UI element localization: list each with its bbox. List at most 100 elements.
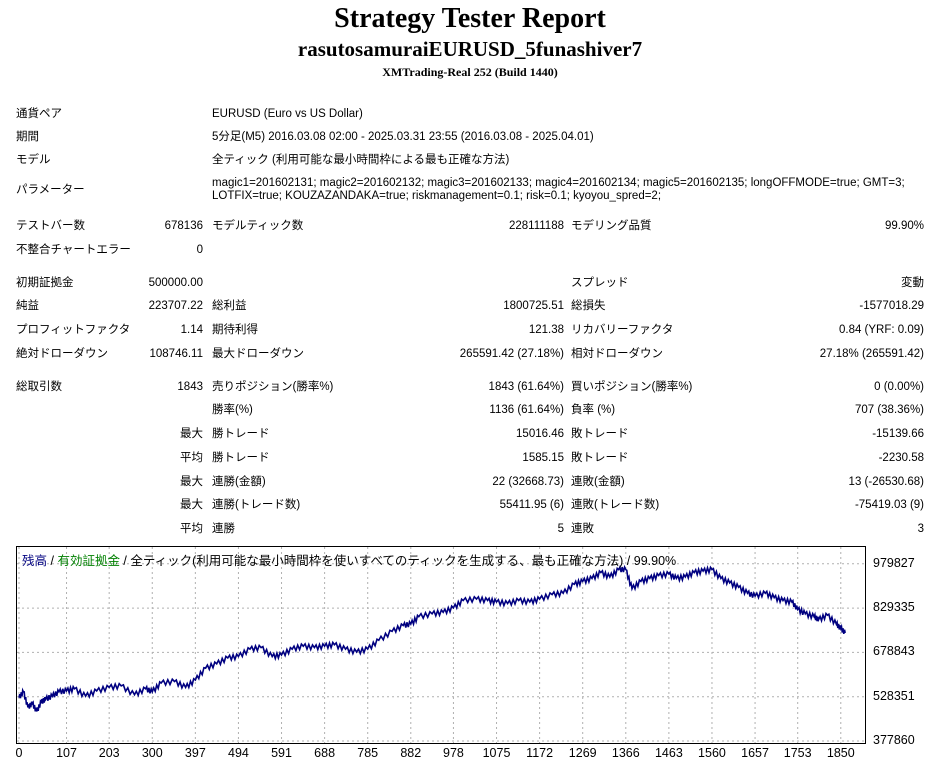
cons-wins-amt-value: 22 (32668.73) [492, 476, 564, 488]
long-value: 0 (0.00%) [874, 381, 924, 393]
winrate-label: 勝率(%) [212, 404, 253, 416]
deposit-label: 初期証拠金 [16, 277, 74, 289]
x-tick-label: 1075 [482, 746, 511, 760]
x-tick-label: 1657 [741, 746, 769, 760]
x-tick-label: 978 [443, 746, 464, 760]
recovery-label: リカバリーファクタ [571, 324, 674, 336]
ticks-label: モデルティック数 [212, 220, 304, 232]
model-value: 全ティック (利用可能な最小時間枠による最も正確な方法) [212, 154, 510, 166]
x-tick-label: 1463 [654, 746, 683, 760]
spread-label: スプレッド [571, 277, 629, 289]
expected-value: 121.38 [528, 324, 564, 336]
report-build: XMTrading-Real 252 (Build 1440) [382, 65, 558, 79]
avg-win-value: 1585.15 [522, 452, 564, 464]
gross-loss-value: -1577018.29 [859, 300, 924, 312]
report-subtitle: rasutosamuraiEURUSD_5funashiver7 [297, 37, 643, 61]
period-value: 5分足(M5) 2016.03.08 02:00 - 2025.03.31 23… [212, 131, 594, 143]
x-tick-label: 0 [15, 746, 23, 760]
rel-dd-value: 27.18% (265591.42) [819, 348, 924, 360]
rel-dd-label: 相対ドローダウン [571, 348, 663, 360]
gross-profit-label: 総利益 [212, 300, 247, 312]
cons-losses-amt-value: 13 (-26530.68) [848, 476, 924, 488]
pf-value: 1.14 [180, 324, 203, 336]
recovery-value: 0.84 (YRF: 0.09) [838, 324, 924, 336]
legend-balance: 残高 [22, 554, 48, 568]
x-tick-label: 1366 [611, 746, 640, 760]
max-prefix-2: 最大 [180, 476, 203, 488]
gross-loss-label: 総損失 [571, 300, 606, 312]
y-tick-label: 979827 [873, 555, 915, 570]
x-tick-label: 397 [184, 746, 206, 760]
report-title: Strategy Tester Report [334, 3, 606, 34]
cons-loss-value: -75419.03 (9) [854, 499, 924, 511]
balance-chart: 残高 / 有効証拠金 / 全ティック(利用可能な最小時間枠を使いすべてのティック… [16, 546, 866, 744]
x-tick-label: 688 [314, 746, 336, 760]
bars-label: テストバー数 [16, 220, 85, 232]
symbol-value: EURUSD (Euro vs US Dollar) [212, 108, 363, 120]
y-tick-label: 528351 [873, 688, 915, 703]
symbol-label: 通貨ペア [16, 108, 62, 120]
abs-dd-label: 絶対ドローダウン [16, 348, 108, 360]
mismatch-label: 不整合チャートエラー [16, 244, 131, 256]
legend-model: 全ティック(利用可能な最小時間枠を使いすべてのティックを生成する、最も正確な方法… [130, 554, 677, 568]
cons-losses-amt-label: 連敗(金額) [571, 476, 625, 488]
x-tick-label: 591 [271, 746, 292, 760]
y-tick-label: 829335 [873, 600, 915, 615]
spread-value: 変動 [901, 277, 924, 289]
cons-loss-label: 連敗(トレード数) [571, 499, 660, 511]
expected-label: 期待利得 [212, 324, 258, 336]
total-trades-label: 総取引数 [16, 381, 62, 393]
quality-value: 99.90% [884, 220, 924, 232]
net-value: 223707.22 [148, 300, 203, 312]
largest-win-value: 15016.46 [516, 428, 564, 440]
total-trades-value: 1843 [177, 381, 203, 393]
x-tick-label: 494 [228, 746, 249, 760]
largest-prefix: 最大 [180, 428, 203, 440]
x-tick-label: 1269 [568, 746, 597, 760]
net-label: 純益 [16, 300, 39, 312]
avg-cons-losses-label: 連敗 [571, 523, 594, 535]
y-tick-label: 377860 [873, 733, 915, 747]
avg-cons-losses-value: 3 [917, 523, 924, 535]
cons-profit-value: 55411.95 (6) [499, 499, 564, 511]
y-tick-label: 678843 [873, 644, 915, 659]
x-tick-label: 1850 [826, 746, 855, 760]
avg-cons-wins-value: 5 [557, 523, 564, 535]
max-prefix-3: 最大 [180, 499, 203, 511]
short-value: 1843 (61.64%) [488, 381, 564, 393]
x-tick-label: 1172 [526, 746, 554, 760]
long-label: 買いポジション(勝率%) [571, 381, 693, 393]
params-label: パラメーター [16, 184, 85, 196]
chart-legend: 残高 / 有効証拠金 / 全ティック(利用可能な最小時間枠を使いすべてのティック… [22, 550, 676, 569]
lossrate-label: 負率 (%) [571, 404, 616, 416]
legend-equity: 有効証拠金 [57, 554, 120, 568]
average-prefix-2: 平均 [180, 523, 203, 535]
avg-cons-wins-label: 連勝 [212, 523, 235, 535]
x-tick-label: 203 [98, 746, 120, 760]
x-tick-label: 785 [357, 746, 379, 760]
x-tick-label: 1560 [698, 746, 726, 760]
legend-separator-1: / [47, 554, 58, 568]
gross-profit-value: 1800725.51 [503, 300, 564, 312]
period-label: 期間 [16, 131, 39, 143]
legend-separator-2: / [119, 554, 131, 568]
x-tick-label: 107 [56, 746, 77, 760]
largest-loss-label: 敗トレード [571, 428, 629, 440]
short-label: 売りポジション(勝率%) [212, 381, 334, 393]
deposit-value: 500000.00 [148, 277, 203, 289]
quality-label: モデリング品質 [571, 220, 652, 232]
mismatch-value: 0 [196, 244, 203, 256]
avg-loss-value: -2230.58 [878, 452, 924, 464]
pf-label: プロフィットファクタ [16, 324, 131, 336]
bars-value: 678136 [164, 220, 203, 232]
winrate-value: 1136 (61.64%) [489, 404, 564, 416]
largest-loss-value: -15139.66 [872, 428, 924, 440]
x-tick-label: 300 [141, 746, 163, 760]
params-value: magic1=201602131; magic2=201602132; magi… [212, 177, 905, 202]
largest-win-label: 勝トレード [212, 428, 270, 440]
avg-loss-label: 敗トレード [571, 452, 629, 464]
series-line-balance [18, 564, 846, 712]
max-dd-value: 265591.42 (27.18%) [459, 348, 564, 360]
x-tick-label: 1753 [783, 746, 812, 760]
chart-plot-area [17, 547, 865, 743]
